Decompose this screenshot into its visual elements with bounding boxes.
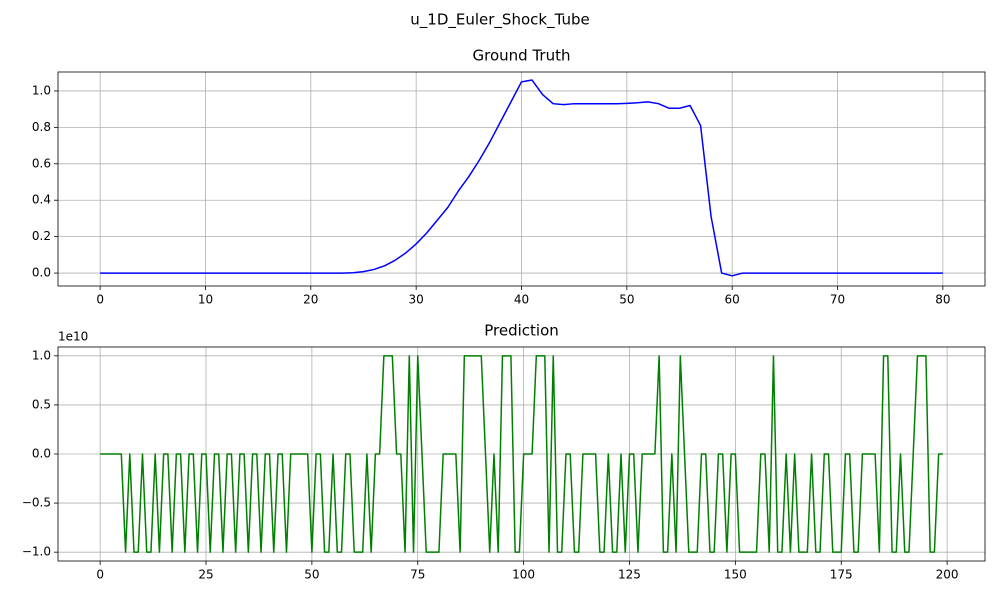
y-tick-label: 0.0 [32,266,51,280]
x-tick-label: 70 [830,293,845,307]
x-tick-label: 40 [514,293,529,307]
y-tick-label: 0.2 [32,229,51,243]
y-tick-label: 0.4 [32,193,51,207]
x-tick-label: 150 [724,568,747,582]
x-tick-label: 200 [936,568,959,582]
x-tick-label: 125 [618,568,641,582]
y-tick-label: 0.8 [32,120,51,134]
x-tick-label: 30 [409,293,424,307]
x-tick-label: 50 [619,293,634,307]
x-tick-label: 0 [96,293,104,307]
x-tick-label: 0 [96,568,104,582]
data-line [100,79,943,277]
y-tick-label: 0.5 [32,397,51,411]
data-line [100,355,943,553]
x-tick-label: 20 [303,293,318,307]
x-tick-label: 100 [512,568,535,582]
y-tick-label: 0.0 [32,447,51,461]
y-tick-label: 1.0 [32,83,51,97]
x-tick-label: 80 [935,293,950,307]
axis-offset-label: 1e10 [58,330,88,344]
y-tick-label: 1.0 [32,348,51,362]
x-tick-label: 50 [304,568,319,582]
axes-frame [57,71,986,287]
y-tick-label: −1.0 [22,545,51,559]
axes-frame [57,346,986,562]
x-tick-label: 175 [830,568,853,582]
axes-title: Ground Truth [473,47,571,65]
y-tick-label: 0.6 [32,156,51,170]
x-tick-label: 75 [410,568,425,582]
y-tick-label: −0.5 [22,496,51,510]
axes-title: Prediction [484,322,559,340]
x-tick-label: 60 [725,293,740,307]
x-tick-label: 10 [198,293,213,307]
x-tick-label: 25 [198,568,213,582]
figure-title: u_1D_Euler_Shock_Tube [410,11,589,30]
